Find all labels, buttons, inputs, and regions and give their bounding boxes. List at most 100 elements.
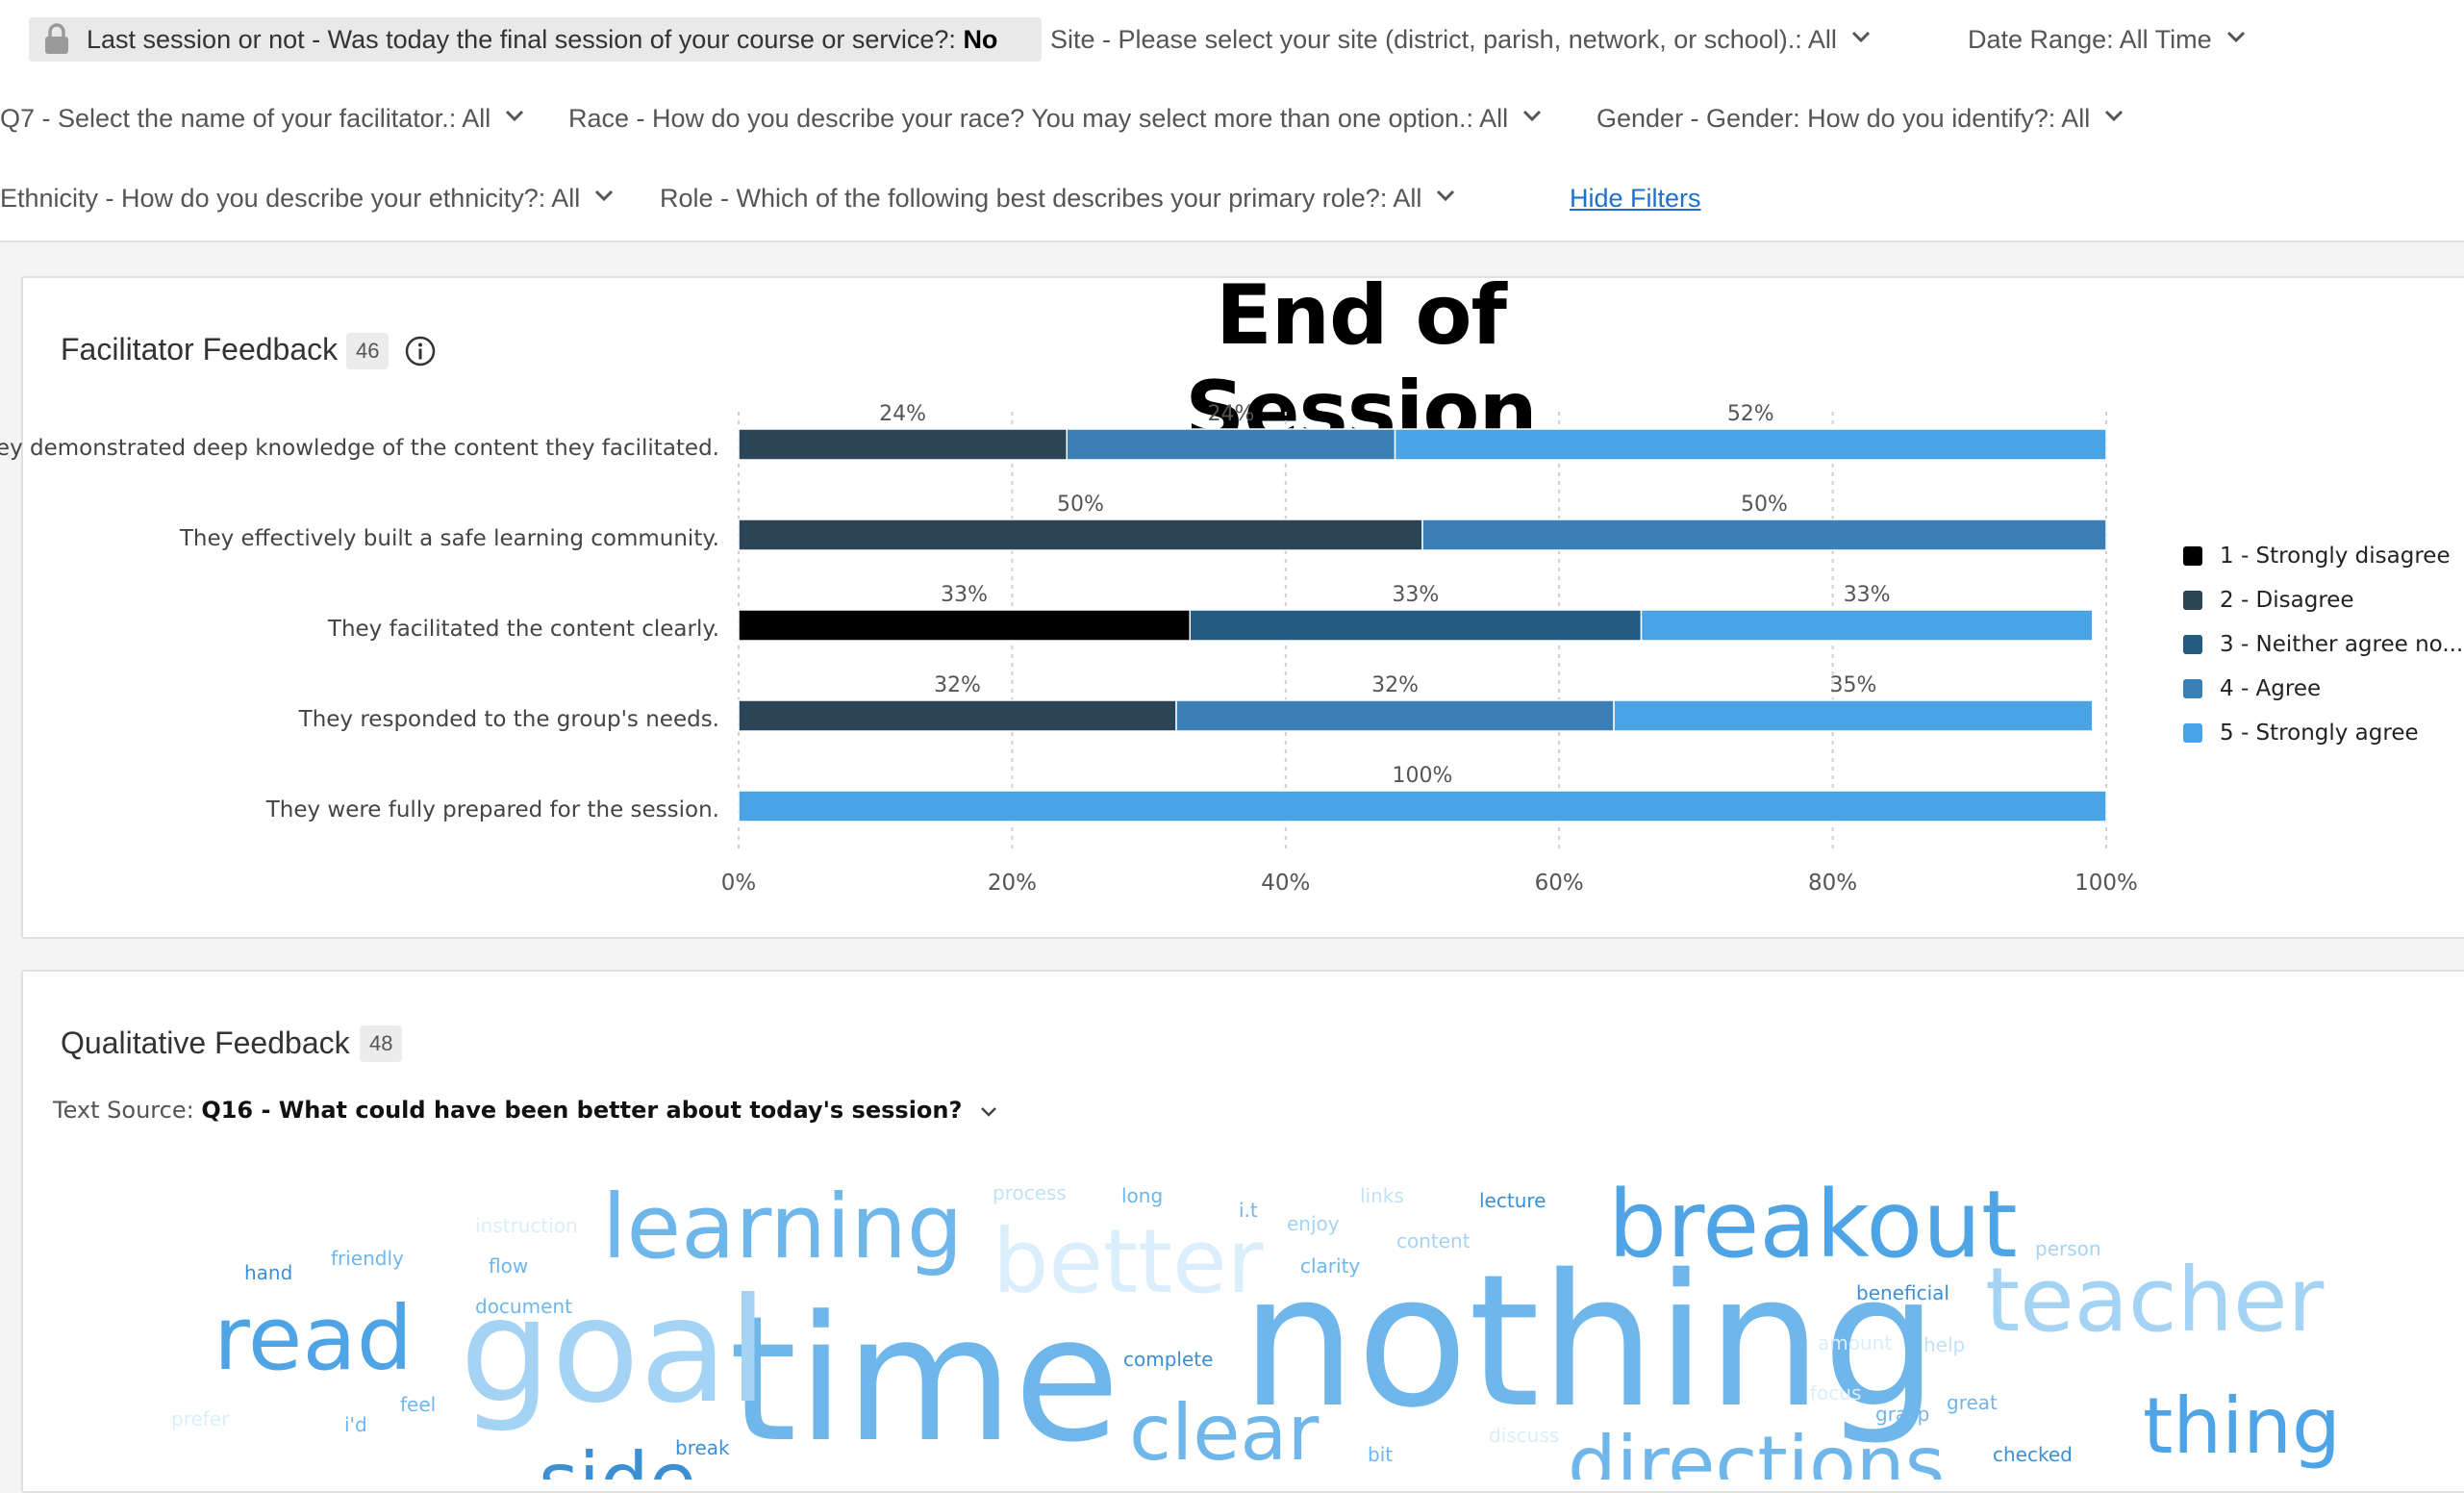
info-icon[interactable]	[404, 335, 437, 372]
filter-date-range[interactable]: Date Range: All Time	[1968, 20, 2250, 59]
stacked-bar-chart: 0% 20% 40% 60% 80% 100% They demonstrated deep…	[0, 402, 2138, 896]
wordcloud-word[interactable]: side	[539, 1443, 696, 1480]
wordcloud-word[interactable]: goal	[460, 1268, 768, 1435]
wordcloud-word[interactable]: complete	[1123, 1348, 1214, 1371]
legend-label: 1 - Strongly disagree	[2220, 544, 2451, 569]
qualitative-feedback-title: Qualitative Feedback	[61, 1025, 350, 1060]
text-source-value: Q16 - What could have been better about …	[201, 1097, 963, 1124]
chevron-down-icon[interactable]	[1435, 179, 1460, 217]
legend-swatch	[2183, 679, 2202, 698]
wordcloud-word[interactable]: nothing	[1241, 1235, 1939, 1448]
wordcloud-word[interactable]: flow	[489, 1254, 529, 1278]
x-tick-label: 20%	[988, 871, 1037, 896]
data-label: 24%	[1207, 402, 1254, 426]
bar-segment	[738, 699, 1177, 732]
filter-role-value: All	[1393, 184, 1422, 213]
wordcloud-word[interactable]: directions	[1568, 1420, 1946, 1480]
filter-gender-label: Gender - Gender: How do you identify?:	[1597, 104, 2056, 133]
wordcloud-word[interactable]: hand	[244, 1261, 293, 1284]
filter-race[interactable]: Race - How do you describe your race? Yo…	[568, 99, 1546, 138]
legend-label: 5 - Strongly agree	[2220, 721, 2419, 746]
hide-filters-link[interactable]: Hide Filters	[1570, 184, 1701, 213]
wordcloud-word[interactable]: read	[214, 1287, 414, 1390]
category-label: They facilitated the content clearly.	[327, 617, 719, 642]
filter-last-session-value: No	[963, 25, 998, 54]
wordcloud-word[interactable]: focus	[1810, 1381, 1862, 1404]
wordcloud-word[interactable]: clarity	[1300, 1254, 1361, 1278]
wordcloud-word[interactable]: lecture	[1479, 1189, 1546, 1212]
bar-segment	[738, 519, 1423, 551]
wordcloud-word[interactable]: instruction	[475, 1214, 578, 1237]
wordcloud-word[interactable]: time	[729, 1279, 1120, 1480]
filter-ethnicity[interactable]: Ethnicity - How do you describe your eth…	[0, 179, 618, 217]
chevron-down-icon[interactable]	[1850, 20, 1875, 59]
wordcloud-word[interactable]: feel	[400, 1393, 437, 1416]
wordcloud-word[interactable]: teacher	[1985, 1249, 2325, 1352]
data-label: 35%	[1829, 673, 1876, 697]
wordcloud-word[interactable]: content	[1396, 1229, 1471, 1253]
chevron-down-icon[interactable]	[1521, 99, 1546, 138]
wordcloud-word[interactable]: i'd	[344, 1413, 367, 1436]
filter-gender[interactable]: Gender - Gender: How do you identify?: A…	[1597, 99, 2128, 138]
x-tick-label: 80%	[1808, 871, 1857, 896]
chevron-down-icon[interactable]	[2103, 99, 2128, 138]
wordcloud-word[interactable]: breakout	[1608, 1171, 2018, 1278]
x-tick-label: 60%	[1535, 871, 1584, 896]
wordcloud-word[interactable]: enjoy	[1287, 1212, 1340, 1235]
wordcloud-word[interactable]: checked	[1993, 1443, 2073, 1466]
filter-site[interactable]: Site - Please select your site (district…	[1050, 20, 1875, 59]
response-count-badge: 46	[346, 333, 390, 369]
filter-q7-value: All	[462, 104, 491, 133]
legend-swatch	[2183, 723, 2202, 743]
x-tick-label: 100%	[2074, 871, 2138, 896]
filter-gender-value: All	[2061, 104, 2091, 133]
filter-q7-facilitator[interactable]: Q7 - Select the name of your facilitator…	[0, 99, 529, 138]
wordcloud-word[interactable]: discuss	[1489, 1424, 1560, 1447]
wordcloud-word[interactable]: clear	[1129, 1388, 1320, 1478]
chevron-down-icon[interactable]	[2225, 20, 2250, 59]
wordcloud-word[interactable]: great	[1947, 1391, 1998, 1414]
wordcloud-word[interactable]: better	[993, 1210, 1264, 1313]
wordcloud-word[interactable]: links	[1360, 1184, 1404, 1207]
wordcloud-word[interactable]: document	[475, 1295, 572, 1318]
data-label: 32%	[1371, 673, 1419, 697]
wordcloud-word[interactable]: i.t	[1239, 1199, 1258, 1222]
chevron-down-icon[interactable]	[593, 179, 618, 217]
facilitator-feedback-widget	[21, 276, 2464, 939]
wordcloud-word[interactable]: long	[1121, 1184, 1164, 1207]
x-tick-label: 0%	[721, 871, 757, 896]
bar-segment	[1189, 609, 1643, 642]
wordcloud-word[interactable]: thing	[2143, 1381, 2341, 1471]
wordcloud-word[interactable]: learning	[602, 1176, 964, 1278]
bar-segment	[1640, 609, 2094, 642]
legend-label: 3 - Neither agree no...	[2220, 632, 2464, 657]
wordcloud-word[interactable]: process	[993, 1181, 1067, 1204]
wordcloud-word[interactable]: help	[1923, 1333, 1966, 1356]
data-label: 32%	[934, 673, 981, 697]
wordcloud-word[interactable]: bit	[1368, 1443, 1394, 1466]
chevron-down-icon[interactable]	[504, 99, 529, 138]
qualitative-feedback-widget	[21, 970, 2464, 1493]
filter-race-value: All	[1479, 104, 1509, 133]
wordcloud-word[interactable]: beneficial	[1856, 1281, 1949, 1304]
data-label: 100%	[1393, 764, 1453, 788]
bar-segment	[1613, 699, 2094, 732]
bar-segment	[738, 609, 1192, 642]
wordcloud-word[interactable]: grasp	[1875, 1403, 1930, 1426]
wordcloud-word[interactable]: prefer	[171, 1407, 230, 1430]
data-label: 50%	[1057, 493, 1104, 517]
chevron-down-icon[interactable]	[979, 1098, 998, 1125]
text-source-selector[interactable]: Text Source: Q16 - What could have been …	[53, 1097, 998, 1125]
wordcloud-word[interactable]: break	[675, 1436, 730, 1459]
wordcloud-word[interactable]: friendly	[331, 1247, 404, 1270]
bar-segment	[1394, 428, 2107, 461]
response-count-badge: 48	[360, 1025, 403, 1062]
wordcloud-word[interactable]: person	[2035, 1237, 2101, 1260]
wordcloud-word[interactable]: amount	[1818, 1331, 1893, 1354]
filter-role-label: Role - Which of the following best descr…	[660, 184, 1388, 213]
filter-role[interactable]: Role - Which of the following best descr…	[660, 179, 1460, 217]
bar-segment	[738, 428, 1069, 461]
data-label: 33%	[1392, 583, 1439, 607]
category-label: They demonstrated deep knowledge of the …	[0, 436, 719, 461]
filter-ethnicity-label: Ethnicity - How do you describe your eth…	[0, 184, 546, 213]
